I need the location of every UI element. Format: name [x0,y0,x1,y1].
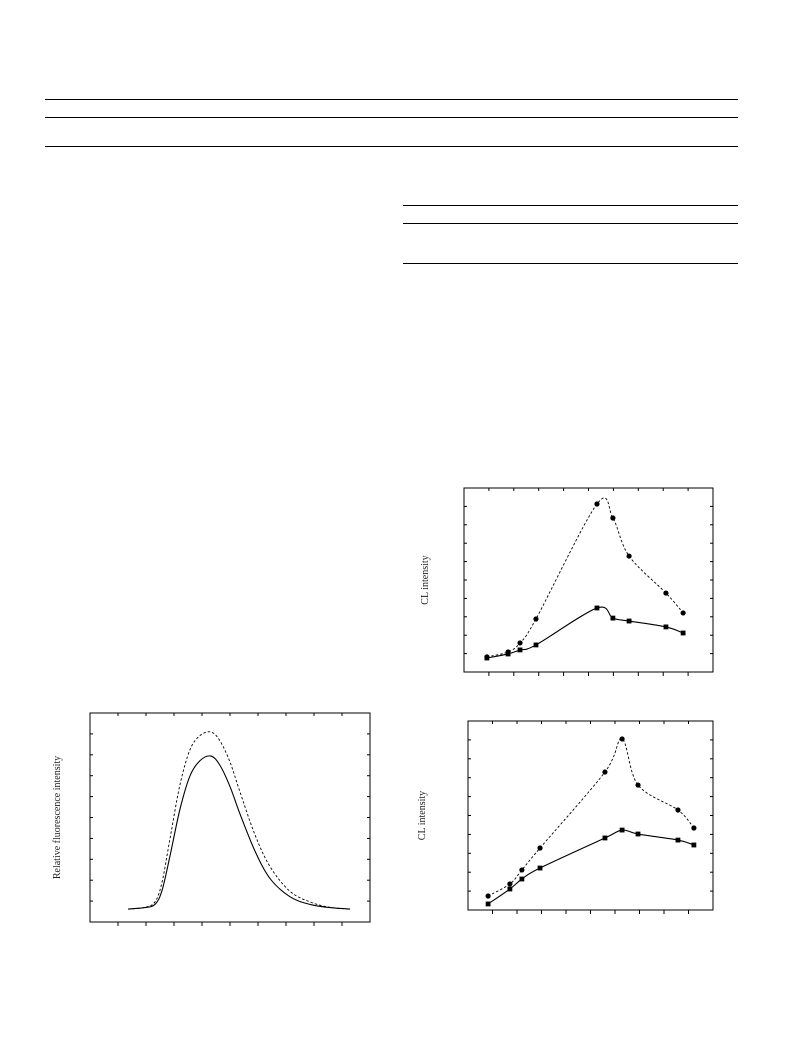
marker [517,640,523,646]
marker [485,901,491,907]
marker [602,769,608,775]
series-line [486,606,684,659]
series-line [128,755,351,910]
marker [602,835,608,841]
marker [619,736,625,742]
marker [537,845,543,851]
marker [635,782,641,788]
marker [533,616,539,622]
marker [691,842,697,848]
marker [619,827,625,833]
marker [533,642,539,648]
plot-frame [467,720,714,911]
marker [626,553,632,559]
chart: CL intensity [417,720,714,914]
series-line [128,731,351,910]
marker [675,807,681,813]
y-axis-label: CL intensity [420,555,431,604]
marker [675,837,681,843]
marker [507,886,513,892]
marker [505,651,511,657]
table-rules [45,99,738,264]
marker [517,647,523,653]
marker [610,615,616,621]
marker [537,865,543,871]
marker [635,831,641,837]
marker [663,590,669,596]
chart: CL intensity [420,487,714,676]
marker [507,881,513,887]
marker [680,630,686,636]
series-line [487,829,695,905]
y-axis-label: Relative fluorescence intensity [52,756,63,879]
marker [519,867,525,873]
marker [519,876,525,882]
marker [691,825,697,831]
marker [663,624,669,630]
plot-frame [89,712,371,923]
series-line [487,738,695,897]
marker [594,501,600,507]
chart: Relative fluorescence intensity [52,712,371,926]
marker [610,515,616,521]
marker [594,605,600,611]
marker [484,655,490,661]
marker [626,618,632,624]
marker [485,893,491,899]
plot-frame [463,487,714,673]
marker [680,610,686,616]
y-axis-label: CL intensity [417,791,428,840]
series-line [486,497,684,658]
